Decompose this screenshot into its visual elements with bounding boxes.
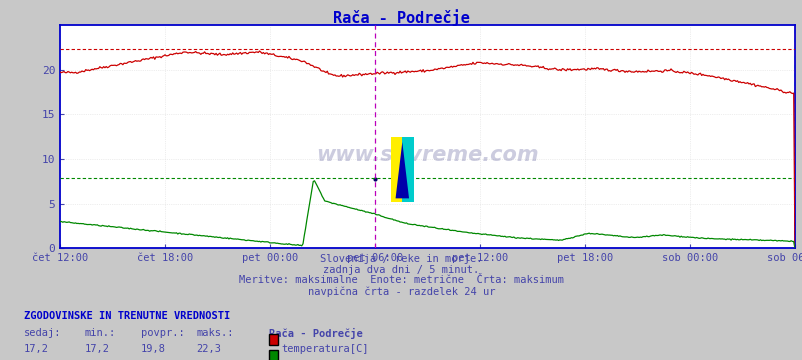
Text: min.:: min.: (84, 328, 115, 338)
Polygon shape (395, 142, 408, 198)
Text: www.si-vreme.com: www.si-vreme.com (316, 145, 538, 165)
Text: Slovenija / reke in morje.: Slovenija / reke in morje. (320, 254, 482, 264)
Text: povpr.:: povpr.: (140, 328, 184, 338)
Text: Meritve: maksimalne  Enote: metrične  Črta: maksimum: Meritve: maksimalne Enote: metrične Črta… (239, 275, 563, 285)
Text: maks.:: maks.: (196, 328, 234, 338)
Text: sedaj:: sedaj: (24, 328, 62, 338)
Polygon shape (391, 137, 402, 202)
Text: navpična črta - razdelek 24 ur: navpična črta - razdelek 24 ur (307, 286, 495, 297)
Text: temperatura[C]: temperatura[C] (281, 344, 368, 354)
Text: 22,3: 22,3 (196, 344, 221, 354)
Text: 19,8: 19,8 (140, 344, 165, 354)
Text: 17,2: 17,2 (24, 344, 49, 354)
Text: zadnja dva dni / 5 minut.: zadnja dva dni / 5 minut. (323, 265, 479, 275)
Polygon shape (402, 137, 413, 202)
Text: 17,2: 17,2 (84, 344, 109, 354)
Text: Rača - Podrečje: Rača - Podrečje (333, 9, 469, 26)
Text: ZGODOVINSKE IN TRENUTNE VREDNOSTI: ZGODOVINSKE IN TRENUTNE VREDNOSTI (24, 311, 230, 321)
Text: Rača - Podrečje: Rača - Podrečje (269, 328, 363, 339)
